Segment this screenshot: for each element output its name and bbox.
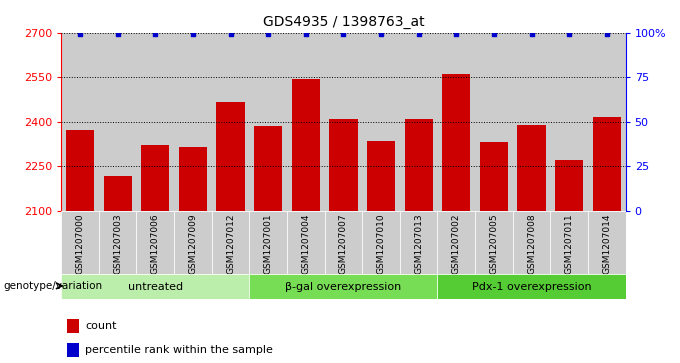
Bar — [287, 33, 324, 211]
Bar — [61, 274, 250, 299]
Text: percentile rank within the sample: percentile rank within the sample — [85, 345, 273, 355]
Text: GSM1207000: GSM1207000 — [75, 214, 84, 274]
Bar — [442, 74, 471, 211]
Bar — [67, 343, 80, 357]
Point — [150, 32, 160, 37]
Point — [225, 32, 236, 37]
Point — [375, 32, 386, 37]
Text: GSM1207014: GSM1207014 — [602, 214, 611, 274]
Bar — [250, 211, 287, 274]
Point — [75, 32, 86, 37]
Bar — [250, 274, 437, 299]
Text: GSM1207003: GSM1207003 — [113, 214, 122, 274]
Bar — [400, 211, 437, 274]
Bar — [513, 33, 550, 211]
Point — [112, 32, 123, 37]
Bar — [437, 274, 626, 299]
Bar — [254, 126, 282, 211]
Text: GSM1207012: GSM1207012 — [226, 214, 235, 274]
Point — [188, 32, 199, 37]
Point — [451, 32, 462, 37]
Bar — [99, 33, 137, 211]
Text: GSM1207013: GSM1207013 — [414, 214, 423, 274]
Text: genotype/variation: genotype/variation — [3, 281, 103, 291]
Bar — [141, 145, 169, 211]
Bar — [66, 130, 94, 211]
Point — [526, 32, 537, 37]
Bar — [61, 33, 99, 211]
Bar — [405, 119, 432, 211]
Bar — [550, 211, 588, 274]
Bar — [67, 319, 80, 333]
Point — [488, 32, 499, 37]
Bar — [437, 33, 475, 211]
Bar — [61, 211, 99, 274]
Bar — [367, 141, 395, 211]
Text: GSM1207001: GSM1207001 — [264, 214, 273, 274]
Bar — [517, 125, 545, 211]
Text: GSM1207007: GSM1207007 — [339, 214, 348, 274]
Text: GSM1207008: GSM1207008 — [527, 214, 536, 274]
Bar — [174, 211, 211, 274]
Bar — [137, 211, 174, 274]
Text: GSM1207011: GSM1207011 — [564, 214, 574, 274]
Bar — [324, 211, 362, 274]
Bar — [329, 119, 358, 211]
Text: Pdx-1 overexpression: Pdx-1 overexpression — [472, 282, 592, 292]
Bar — [475, 33, 513, 211]
Bar — [555, 160, 583, 211]
Bar — [475, 211, 513, 274]
Title: GDS4935 / 1398763_at: GDS4935 / 1398763_at — [262, 15, 424, 29]
Text: count: count — [85, 321, 116, 331]
Bar — [174, 33, 211, 211]
Text: GSM1207005: GSM1207005 — [490, 214, 498, 274]
Point — [413, 32, 424, 37]
Text: GSM1207002: GSM1207002 — [452, 214, 461, 274]
Bar — [179, 147, 207, 211]
Bar — [216, 102, 245, 211]
Bar — [550, 33, 588, 211]
Text: untreated: untreated — [128, 282, 183, 292]
Bar — [480, 142, 508, 211]
Bar — [588, 33, 626, 211]
Bar — [588, 211, 626, 274]
Bar — [211, 33, 250, 211]
Point — [338, 32, 349, 37]
Text: GSM1207006: GSM1207006 — [151, 214, 160, 274]
Point — [564, 32, 575, 37]
Bar — [362, 211, 400, 274]
Point — [301, 32, 311, 37]
Bar — [324, 33, 362, 211]
Bar — [103, 176, 132, 211]
Bar — [137, 33, 174, 211]
Bar — [250, 33, 287, 211]
Point — [262, 32, 273, 37]
Text: GSM1207010: GSM1207010 — [377, 214, 386, 274]
Text: GSM1207004: GSM1207004 — [301, 214, 310, 274]
Bar — [287, 211, 324, 274]
Bar — [513, 211, 550, 274]
Bar — [211, 211, 250, 274]
Text: GSM1207009: GSM1207009 — [188, 214, 197, 274]
Bar — [362, 33, 400, 211]
Bar — [593, 117, 621, 211]
Bar — [292, 79, 320, 211]
Bar — [400, 33, 437, 211]
Point — [601, 32, 612, 37]
Bar — [437, 211, 475, 274]
Text: β-gal overexpression: β-gal overexpression — [286, 282, 401, 292]
Bar — [99, 211, 137, 274]
